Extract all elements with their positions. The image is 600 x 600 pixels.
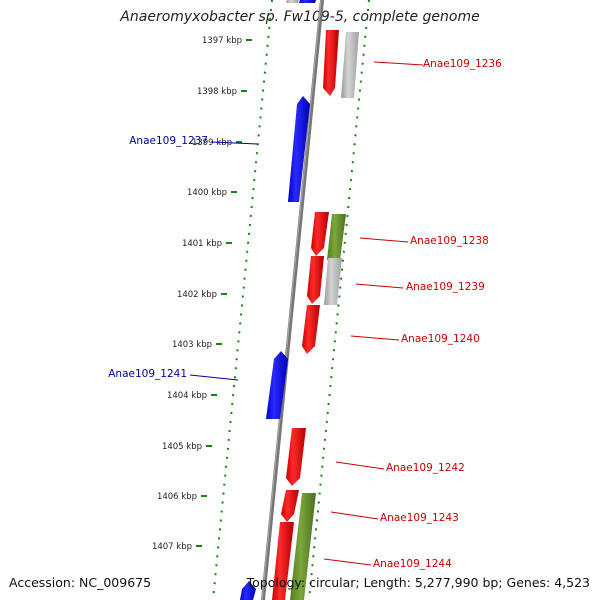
gene-leader-line [373,61,424,66]
feature-anae109-1241-cds [266,351,288,419]
genome-summary-text: Topology: circular; Length: 5,277,990 bp… [246,575,590,590]
kbp-tick-label: 1403 kbp [172,340,212,350]
gene-label: Anae109_1237 [129,135,208,147]
feature-anae109-1239-other [324,258,342,305]
gene-leader-line [189,374,239,381]
gene-leader-line [335,461,385,470]
kbp-tick-label: 1398 kbp [197,87,237,97]
kbp-tick-group: 1397 kbp 1398 kbp 1399 kbp 1400 kbp 1401 kbp… [152,36,252,552]
gene-leader-line [350,335,400,341]
kbp-tick-label: 1407 kbp [152,542,192,552]
gene-leader-line [359,237,409,243]
accession-text: Accession: NC_009675 [9,575,152,590]
gene-label: Anae109_1244 [373,558,452,570]
kbp-tick-label: 1397 kbp [202,36,242,46]
feature-anae109-1244-cds [272,522,294,600]
feature-anae109-1238-rna [327,214,346,260]
feature-group [240,0,359,600]
outer-tick-ring [308,0,370,600]
kbp-tick-label: 1402 kbp [177,290,217,300]
gene-label: Anae109_1241 [108,368,187,380]
kbp-tick-label: 1404 kbp [167,391,207,401]
partial-grey-feature [286,0,299,3]
partial-blue-feature [299,0,316,3]
leader-line-group [189,61,424,566]
kbp-tick-label: 1399 kbp [192,138,232,148]
gene-label: Anae109_1243 [380,512,459,524]
feature-anae109-1238-cds [311,212,329,256]
gene-label-group: Anae109_1236 Anae109_1237 Anae109_1238 Anae… [108,58,502,570]
feature-anae109-1237-cds [288,96,310,202]
gene-label: Anae109_1242 [386,462,465,474]
kbp-tick-label: 1406 kbp [157,492,197,502]
gene-label: Anae109_1238 [410,235,489,247]
gene-label: Anae109_1240 [401,333,480,345]
feature-anae109-1239-cds [307,256,324,304]
map-title: Anaeromyxobacter sp. Fw109-5, complete g… [120,9,480,25]
partial-blue-feature-bottom [240,581,256,600]
feature-anae109-1242-cds [286,428,306,486]
gene-label: Anae109_1239 [406,281,485,293]
feature-anae109-1243-cds [281,490,299,522]
kbp-tick-label: 1400 kbp [187,188,227,198]
feature-anae109-1243-rna [290,493,316,600]
feature-anae109-1240-cds [302,305,320,354]
kbp-tick-label: 1405 kbp [162,442,202,452]
inner-tick-ring [212,0,273,600]
genome-backbone [261,0,324,600]
kbp-tick-label: 1401 kbp [182,239,222,249]
gene-leader-line [330,511,379,520]
gene-label: Anae109_1236 [423,58,502,70]
gene-leader-line [355,283,404,289]
feature-anae109-1236-other [341,32,359,98]
feature-anae109-1236-cds [323,30,339,96]
gene-leader-line [210,141,259,145]
gene-leader-line [323,558,372,566]
